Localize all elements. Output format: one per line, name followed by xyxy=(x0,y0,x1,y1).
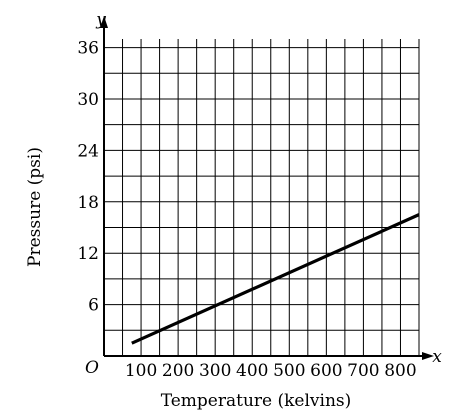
tick-labels: 100 200 300 400 500 600 700 800 6 12 18 24 30 36 xyxy=(77,39,416,381)
axes xyxy=(100,16,434,360)
pressure-line xyxy=(131,213,420,345)
data-series xyxy=(131,213,420,345)
y-axis-arrow xyxy=(100,16,108,28)
x-axis-variable: x xyxy=(432,347,442,367)
x-axis-title: Temperature (kelvins) xyxy=(161,391,352,411)
x-tick-label: 300 xyxy=(199,361,231,381)
x-tick-label: 100 xyxy=(125,361,157,381)
x-axis-arrow xyxy=(422,352,434,360)
x-tick-label: 200 xyxy=(162,361,194,381)
y-tick-label: 6 xyxy=(88,296,99,316)
grid xyxy=(104,39,420,356)
y-tick-label: 30 xyxy=(77,90,99,110)
x-tick-label: 700 xyxy=(347,361,379,381)
y-axis-title: Pressure (psi) xyxy=(25,147,45,267)
x-tick-label: 400 xyxy=(236,361,268,381)
x-tick-label: 600 xyxy=(310,361,342,381)
axis-labels: y x O Temperature (kelvins) Pressure (ps… xyxy=(25,10,442,411)
y-tick-label: 18 xyxy=(77,193,99,213)
origin-label: O xyxy=(85,358,99,378)
y-tick-label: 36 xyxy=(77,39,99,59)
y-axis-variable: y xyxy=(95,10,106,30)
y-tick-label: 12 xyxy=(77,244,99,264)
y-tick-label: 24 xyxy=(77,141,99,161)
x-tick-label: 500 xyxy=(273,361,305,381)
x-tick-label: 800 xyxy=(384,361,416,381)
